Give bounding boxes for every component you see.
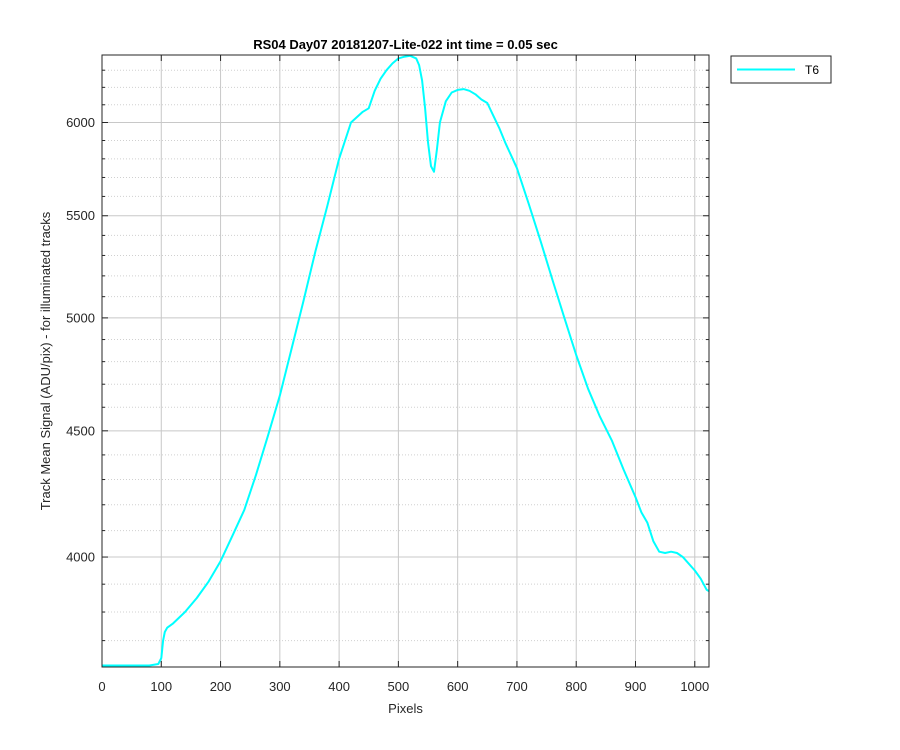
y-tick-label: 5000 bbox=[66, 310, 95, 325]
y-axis-label: Track Mean Signal (ADU/pix) - for illumi… bbox=[38, 211, 53, 510]
y-tick-label: 4000 bbox=[66, 550, 95, 565]
series-line-t6 bbox=[102, 54, 710, 667]
grid-lines bbox=[101, 55, 709, 667]
legend-label-t6: T6 bbox=[805, 63, 819, 77]
x-axis-tick-labels: 0 100 200 300 400 500 600 700 800 900 1000 bbox=[98, 679, 709, 694]
chart-title: RS04 Day07 20181207-Lite-022 int time = … bbox=[253, 37, 558, 52]
series-layer bbox=[102, 54, 710, 667]
x-tick-label: 500 bbox=[388, 679, 410, 694]
x-tick-label: 300 bbox=[269, 679, 291, 694]
axis-ticks bbox=[101, 55, 709, 667]
y-tick-label: 6000 bbox=[66, 115, 95, 130]
x-tick-label: 0 bbox=[98, 679, 105, 694]
x-tick-label: 700 bbox=[506, 679, 528, 694]
x-tick-label: 800 bbox=[565, 679, 587, 694]
x-tick-label: 900 bbox=[625, 679, 647, 694]
x-tick-label: 200 bbox=[210, 679, 232, 694]
x-tick-label: 1000 bbox=[680, 679, 709, 694]
y-tick-label: 5500 bbox=[66, 208, 95, 223]
y-tick-label: 4500 bbox=[66, 423, 95, 438]
y-axis-tick-labels: 4000 4500 5000 5500 6000 bbox=[66, 115, 95, 565]
x-tick-label: 400 bbox=[328, 679, 350, 694]
x-axis-label: Pixels bbox=[388, 701, 423, 716]
x-tick-label: 600 bbox=[447, 679, 469, 694]
legend: T6 bbox=[730, 55, 832, 84]
plot-area-frame bbox=[101, 54, 710, 668]
plot-area-background bbox=[102, 55, 709, 667]
x-tick-label: 100 bbox=[150, 679, 172, 694]
